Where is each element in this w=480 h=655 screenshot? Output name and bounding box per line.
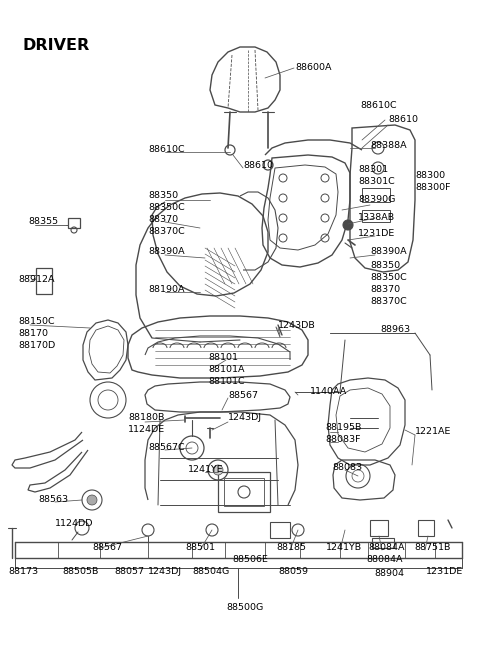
- Circle shape: [87, 495, 97, 505]
- Text: 1241YE: 1241YE: [188, 466, 224, 474]
- Bar: [224, 478, 264, 506]
- Text: 88101A: 88101A: [208, 365, 244, 375]
- Text: 88904: 88904: [374, 569, 404, 578]
- Text: 88083F: 88083F: [325, 436, 360, 445]
- Text: 1231DE: 1231DE: [426, 567, 463, 576]
- Text: 88101: 88101: [208, 354, 238, 362]
- Bar: [362, 210, 390, 222]
- Circle shape: [213, 465, 223, 475]
- Text: 88185: 88185: [276, 544, 306, 553]
- Text: 88350C: 88350C: [148, 204, 185, 212]
- Text: 88567: 88567: [92, 544, 122, 553]
- Text: 1140AA: 1140AA: [310, 388, 347, 396]
- Text: 1221AE: 1221AE: [415, 428, 451, 436]
- Text: 1124DD: 1124DD: [55, 519, 94, 529]
- Text: 88301: 88301: [358, 166, 388, 174]
- Text: 88150C: 88150C: [18, 318, 55, 326]
- Text: 1124DE: 1124DE: [128, 426, 165, 434]
- Text: 88390A: 88390A: [148, 248, 185, 257]
- Text: 1243DJ: 1243DJ: [148, 567, 182, 576]
- Text: 88912A: 88912A: [18, 276, 55, 284]
- Text: 88084A: 88084A: [368, 544, 405, 553]
- Text: 88170: 88170: [18, 329, 48, 339]
- Text: 88751B: 88751B: [414, 544, 450, 553]
- Text: 88101C: 88101C: [208, 377, 245, 386]
- Bar: [362, 188, 390, 202]
- Bar: [218, 472, 270, 512]
- Bar: [68, 218, 80, 228]
- Bar: [36, 268, 52, 294]
- Text: 88195B: 88195B: [325, 424, 361, 432]
- Text: 88355: 88355: [28, 217, 58, 227]
- Text: 88180B: 88180B: [128, 413, 164, 422]
- Text: 88300F: 88300F: [415, 183, 451, 191]
- Text: 88501: 88501: [185, 544, 215, 553]
- Text: DRIVER: DRIVER: [22, 38, 89, 53]
- Text: 88170D: 88170D: [18, 341, 55, 350]
- Text: 1243DJ: 1243DJ: [228, 413, 262, 422]
- Text: 1231DE: 1231DE: [358, 229, 395, 238]
- Text: 88504G: 88504G: [192, 567, 229, 576]
- Text: 88963: 88963: [380, 326, 410, 335]
- Text: 1338AB: 1338AB: [358, 214, 395, 223]
- Bar: [270, 522, 290, 538]
- Bar: [372, 538, 394, 548]
- Bar: [370, 520, 388, 536]
- Text: 88350C: 88350C: [370, 274, 407, 282]
- Text: 88610C: 88610C: [360, 100, 396, 109]
- Text: 1241YB: 1241YB: [326, 544, 362, 553]
- Text: 88370C: 88370C: [148, 227, 185, 236]
- Text: 88370: 88370: [370, 286, 400, 295]
- Text: 88057: 88057: [114, 567, 144, 576]
- Text: 88083: 88083: [332, 464, 362, 472]
- Text: 88350: 88350: [370, 261, 400, 271]
- Text: 88506E: 88506E: [232, 555, 268, 565]
- Text: 88370C: 88370C: [370, 297, 407, 307]
- Text: 88610C: 88610C: [148, 145, 185, 155]
- Text: 88567C: 88567C: [148, 443, 185, 453]
- Text: 88301C: 88301C: [358, 178, 395, 187]
- Text: 88370: 88370: [148, 215, 178, 225]
- Text: 88610: 88610: [243, 160, 273, 170]
- Text: 88388A: 88388A: [370, 141, 407, 149]
- Text: 88567: 88567: [228, 392, 258, 400]
- Circle shape: [343, 220, 353, 230]
- Text: 88563: 88563: [38, 495, 68, 504]
- Text: 88300: 88300: [415, 170, 445, 179]
- Text: 88610: 88610: [388, 115, 418, 124]
- Text: 88173: 88173: [8, 567, 38, 576]
- Text: 88505B: 88505B: [62, 567, 98, 576]
- Text: 1243DB: 1243DB: [278, 320, 316, 329]
- Text: 88190A: 88190A: [148, 286, 184, 295]
- Text: 88059: 88059: [278, 567, 308, 576]
- Text: 88350: 88350: [148, 191, 178, 200]
- Text: 88390A: 88390A: [370, 248, 407, 257]
- Text: 88390G: 88390G: [358, 195, 396, 204]
- Text: 88084A: 88084A: [366, 555, 403, 565]
- Bar: [418, 520, 434, 536]
- Text: 88600A: 88600A: [295, 64, 332, 73]
- Text: 88500G: 88500G: [226, 603, 263, 612]
